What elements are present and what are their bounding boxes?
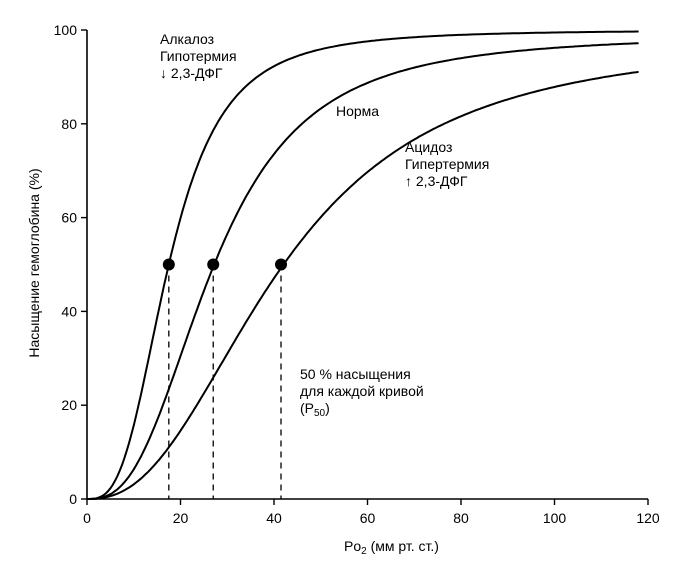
curve-normal: [87, 42, 639, 500]
p50-dashed-lines: [168, 264, 282, 499]
curve-left-shift: [87, 30, 639, 500]
y-tick-label: 40: [61, 303, 77, 319]
curves-group: [87, 30, 639, 500]
p50-dot: [207, 258, 220, 271]
curve-right-shift: [87, 70, 639, 500]
p50-subscript: 50: [314, 408, 326, 419]
x-axis-label: Po2 (мм рт. ст.): [344, 538, 439, 557]
y-axis-ticks: 0 20 40 60 80 100: [54, 22, 87, 507]
x-tick-label: 20: [173, 510, 189, 526]
y-tick-label: 80: [61, 116, 77, 132]
label-alkalosis: Алкалоз Гипотермия ↓ 2,3-ДФГ: [160, 31, 240, 81]
p50-points: [162, 258, 288, 271]
p50-dot: [162, 258, 175, 271]
x-axis-label-subscript: 2: [361, 546, 367, 557]
p50-dot: [275, 258, 288, 271]
y-tick-label: 60: [61, 210, 77, 226]
x-tick-label: 40: [266, 510, 282, 526]
x-tick-label: 100: [543, 510, 567, 526]
label-acidosis: Ацидоз Гипертермия ↑ 2,3-ДФГ: [405, 139, 493, 189]
y-axis-label: Насыщение гемоглобина (%): [26, 168, 42, 357]
x-axis-ticks: 0 20 40 60 80 100 120: [83, 499, 660, 526]
x-tick-label: 120: [636, 510, 660, 526]
p50-annotation: 50 % насыщения для каждой кривой (P50): [300, 366, 428, 419]
x-tick-label: 60: [360, 510, 376, 526]
y-tick-label: 0: [69, 491, 77, 507]
y-tick-label: 20: [61, 397, 77, 413]
x-tick-label: 80: [453, 510, 469, 526]
y-tick-label: 100: [54, 22, 78, 38]
x-tick-label: 0: [83, 510, 91, 526]
label-normal: Норма: [336, 103, 379, 119]
